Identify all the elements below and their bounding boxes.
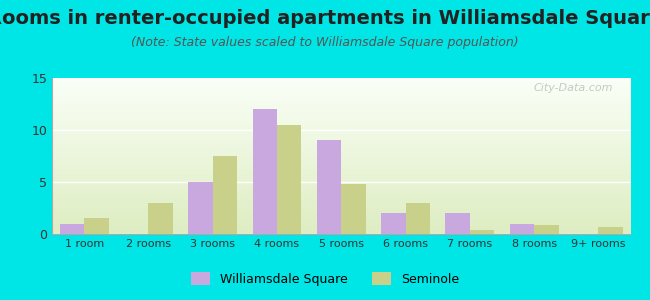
Bar <box>213 156 237 234</box>
Bar <box>253 109 277 234</box>
Bar <box>84 218 109 234</box>
Bar <box>470 230 494 234</box>
Bar <box>60 224 84 234</box>
Bar <box>534 225 558 234</box>
Text: (Note: State values scaled to Williamsdale Square population): (Note: State values scaled to Williamsda… <box>131 36 519 49</box>
Bar <box>599 227 623 234</box>
Bar <box>148 203 173 234</box>
Bar <box>406 203 430 234</box>
Text: City-Data.com: City-Data.com <box>534 83 613 93</box>
Bar <box>188 182 213 234</box>
Legend: Williamsdale Square, Seminole: Williamsdale Square, Seminole <box>186 267 464 291</box>
Bar <box>277 125 302 234</box>
Bar <box>317 140 341 234</box>
Bar <box>341 184 366 234</box>
Bar <box>510 224 534 234</box>
Text: Rooms in renter-occupied apartments in Williamsdale Square: Rooms in renter-occupied apartments in W… <box>0 9 650 28</box>
Bar <box>445 213 470 234</box>
Bar <box>381 213 406 234</box>
